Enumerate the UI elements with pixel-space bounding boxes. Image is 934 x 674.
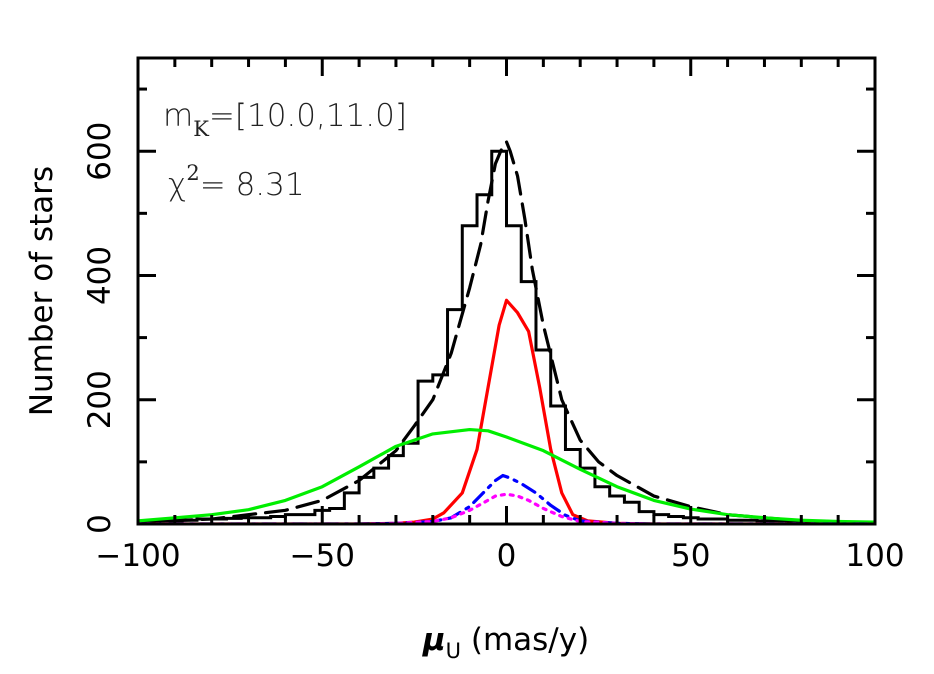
x-axis-label: μU (mas/y) [422,622,589,663]
magnitude-prefix: m [163,98,193,134]
y-tick-label: 0 [82,514,118,534]
x-tick-label: −100 [95,538,180,574]
magnitude-subscript: K [193,117,209,141]
x-tick-label: 50 [671,538,710,574]
y-axis-label: Number of stars [24,166,60,416]
chi-value: = 8.31 [200,167,305,203]
x-tick-label: 0 [497,538,517,574]
magnitude-annotation: mK=[10.0,11.0] [163,98,407,141]
magnitude-range: =[10.0,11.0] [209,98,407,134]
y-tick-label: 200 [82,370,118,429]
series-line-green-component [138,427,875,524]
x-tick-label: −50 [290,538,355,574]
ticks-layer: −100 −50 0 50 100 0 200 400 600 [82,58,905,574]
x-tick-label: 100 [845,538,904,574]
series-line-red-component [138,298,875,524]
x-axis-label-symbol: μ [422,622,446,658]
chi-symbol: χ [168,167,186,203]
series-line-total-model [138,140,875,524]
chi-superscript: 2 [186,161,199,185]
series-line-magenta-component [138,492,875,524]
x-axis-label-subscript: U [446,639,461,663]
y-tick-label: 400 [82,246,118,305]
histogram-observed [138,149,875,524]
y-tick-label: 600 [82,122,118,181]
x-axis-label-unit: (mas/y) [461,622,589,658]
chi-squared-annotation: χ2= 8.31 [168,161,305,203]
